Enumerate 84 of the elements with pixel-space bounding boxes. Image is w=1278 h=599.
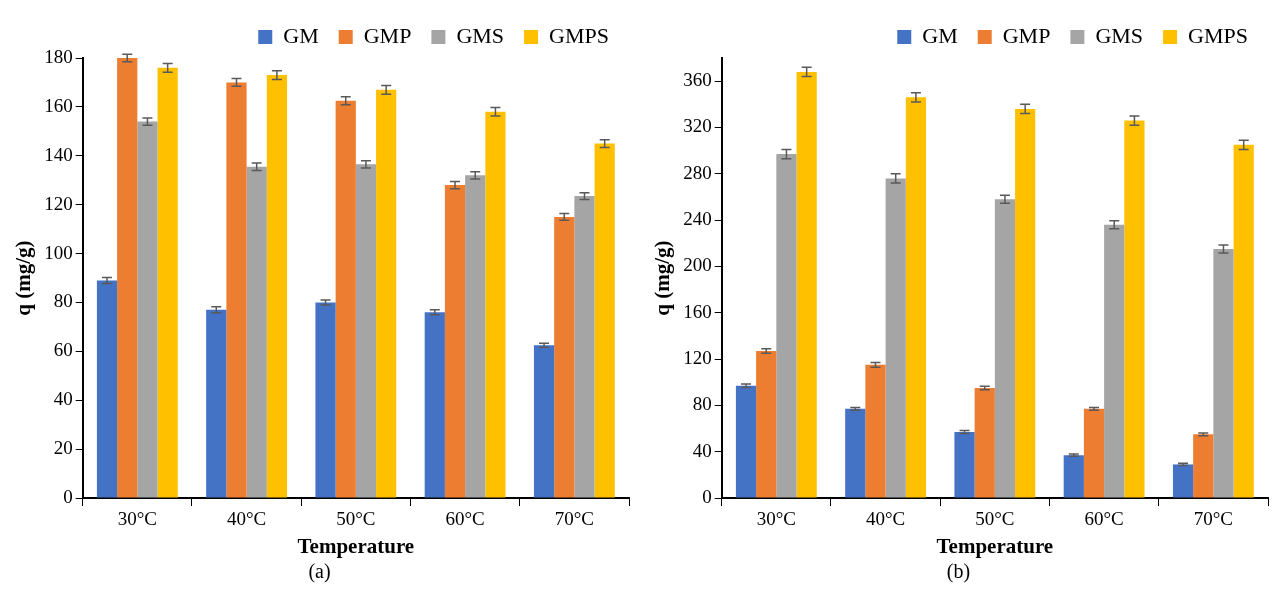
bar — [1015, 108, 1036, 498]
legend-label: GMP — [1002, 22, 1051, 48]
x-tick-label: 50°C — [336, 508, 376, 530]
bar — [735, 385, 757, 498]
bar — [157, 67, 178, 498]
legend-label: GM — [922, 22, 958, 48]
bar — [885, 178, 906, 498]
x-tick-label: 60°C — [445, 508, 485, 530]
bar — [355, 164, 377, 498]
bar — [1104, 224, 1125, 498]
bar — [315, 302, 336, 498]
bar — [137, 121, 158, 498]
y-tick-label: 80 — [53, 290, 73, 312]
bar — [796, 71, 817, 498]
bar — [1193, 434, 1214, 498]
x-axis-title: Temperature — [297, 533, 415, 558]
y-tick-label: 120 — [44, 192, 73, 214]
y-tick-label: 120 — [683, 347, 712, 369]
bar — [1213, 249, 1234, 498]
y-tick-label: 60 — [53, 339, 73, 361]
legend-label: GMP — [363, 22, 412, 48]
bar — [376, 89, 397, 498]
y-tick-label: 40 — [692, 439, 712, 461]
x-tick-label: 50°C — [975, 508, 1015, 530]
y-tick-label: 80 — [692, 393, 712, 415]
bar — [865, 364, 886, 498]
bar — [117, 58, 138, 498]
x-tick-label: 60°C — [1084, 508, 1124, 530]
bar — [776, 154, 797, 498]
y-tick-label: 0 — [63, 485, 73, 507]
bar — [206, 309, 227, 498]
y-tick-label: 360 — [683, 69, 712, 91]
legend-label: GMS — [1095, 22, 1144, 48]
bar — [246, 166, 267, 498]
bar — [974, 388, 995, 498]
bar — [1233, 144, 1254, 498]
y-tick-label: 240 — [683, 208, 712, 230]
bar — [1083, 408, 1105, 498]
x-tick-label: 30°C — [117, 508, 157, 530]
y-axis-title: q (mg/g) — [650, 240, 675, 316]
y-tick-label: 180 — [44, 45, 73, 67]
legend-label: GM — [283, 22, 319, 48]
y-axis-title: q (mg/g) — [11, 240, 36, 316]
x-tick-label: 40°C — [226, 508, 267, 530]
bar — [845, 408, 866, 498]
x-tick-label: 70°C — [1193, 508, 1234, 530]
y-tick-label: 160 — [44, 94, 73, 116]
y-tick-label: 0 — [702, 485, 712, 507]
bar — [954, 432, 975, 498]
text: (a) — [307, 560, 332, 583]
bar — [424, 312, 445, 498]
y-tick-label: 160 — [683, 300, 712, 322]
x-tick-label: 70°C — [554, 508, 595, 530]
bar — [335, 100, 356, 498]
bar — [96, 280, 118, 498]
bar — [905, 97, 927, 498]
y-tick-label: 200 — [683, 254, 712, 276]
y-tick-label: 20 — [53, 437, 73, 459]
y-tick-label: 280 — [683, 161, 712, 183]
x-tick-label: 30°C — [756, 508, 796, 530]
bar — [444, 185, 466, 498]
y-tick-label: 320 — [683, 115, 712, 137]
legend-label: GMS — [456, 22, 505, 48]
bar — [485, 111, 506, 498]
bar — [756, 350, 777, 498]
bar — [994, 199, 1016, 498]
x-tick-label: 40°C — [865, 508, 906, 530]
bar — [266, 75, 288, 498]
bar — [1063, 455, 1084, 498]
bar — [226, 82, 247, 498]
legend-label: GMPS — [1188, 22, 1248, 48]
bar — [533, 345, 555, 498]
bar — [574, 196, 595, 498]
text: (b) — [945, 560, 972, 583]
bar — [554, 216, 575, 498]
x-axis-title: Temperature — [936, 533, 1054, 558]
bar — [465, 175, 486, 498]
bar — [1124, 120, 1145, 498]
y-tick-label: 140 — [44, 143, 73, 165]
bar — [1172, 464, 1194, 498]
bar — [594, 143, 615, 498]
y-tick-label: 100 — [44, 241, 73, 263]
legend-label: GMPS — [549, 22, 609, 48]
y-tick-label: 40 — [53, 388, 73, 410]
